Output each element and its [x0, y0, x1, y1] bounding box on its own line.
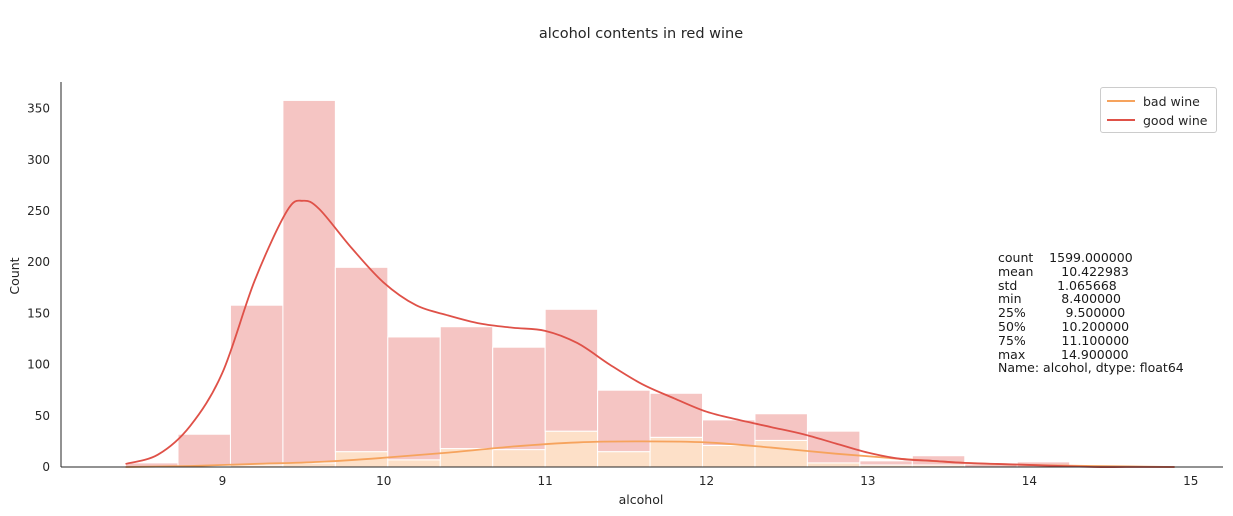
kde-curves [125, 199, 1175, 468]
bar-bad-wine-9 [597, 451, 651, 468]
y-tick-label: 300 [27, 153, 50, 167]
bar-bad-wine-8 [544, 430, 599, 468]
bar-bad-wine-11 [702, 444, 756, 468]
x-tick-label: 9 [219, 474, 227, 488]
bar-good-wine-12 [754, 413, 808, 441]
legend-swatch-bad-wine [1107, 100, 1135, 102]
chart-title: alcohol contents in red wine [539, 26, 743, 42]
bar-good-wine-1 [177, 433, 231, 467]
x-tick-label: 14 [1022, 474, 1037, 488]
legend-item-bad-wine: bad wine [1107, 92, 1200, 110]
y-tick-label: 350 [27, 102, 50, 116]
bar-good-wine-5 [387, 336, 441, 461]
x-tick-labels: 9 10 11 12 13 14 15 [219, 474, 1199, 488]
legend-label-good-wine: good wine [1143, 112, 1208, 128]
x-tick-label: 13 [860, 474, 875, 488]
y-tick-label: 0 [42, 460, 50, 474]
legend-label-bad-wine: bad wine [1143, 93, 1200, 109]
x-tick-label: 10 [376, 474, 391, 488]
kde-line-good-wine [125, 199, 1175, 468]
bar-bad-wine-13 [806, 462, 861, 468]
y-tick-labels: 0 50 100 150 200 250 300 350 [27, 102, 50, 474]
x-axis-label: alcohol [619, 492, 664, 507]
stats-summary-text: count 1599.000000 mean 10.422983 std 1.0… [998, 250, 1184, 376]
bar-good-wine-2 [229, 304, 284, 466]
legend: bad wine good wine [1100, 87, 1217, 133]
bar-bad-wine-7 [492, 449, 546, 468]
y-axis-label: Count [7, 257, 22, 294]
y-tick-label: 100 [27, 358, 50, 372]
x-tick-label: 12 [699, 474, 714, 488]
bar-bad-wine-12 [754, 439, 808, 468]
histogram-bars [125, 99, 1176, 468]
axes [60, 82, 1223, 468]
bar-good-wine-3 [282, 99, 336, 464]
bar-good-wine-10 [649, 392, 704, 438]
legend-swatch-good-wine [1107, 119, 1135, 121]
x-tick-label: 11 [538, 474, 553, 488]
bar-good-wine-14 [859, 460, 913, 466]
bar-good-wine-11 [702, 419, 756, 446]
x-tick-label: 15 [1183, 474, 1198, 488]
y-tick-label: 50 [35, 409, 50, 423]
y-tick-label: 150 [27, 306, 50, 320]
y-tick-label: 250 [27, 204, 50, 218]
bar-good-wine-8 [544, 308, 599, 432]
bar-good-wine-4 [334, 266, 389, 453]
y-tick-label: 200 [27, 255, 50, 269]
bar-bad-wine-5 [387, 459, 441, 468]
bar-good-wine-7 [492, 346, 546, 451]
legend-item-good-wine: good wine [1107, 111, 1207, 129]
bar-good-wine-6 [439, 326, 494, 450]
bar-good-wine-13 [806, 430, 861, 464]
